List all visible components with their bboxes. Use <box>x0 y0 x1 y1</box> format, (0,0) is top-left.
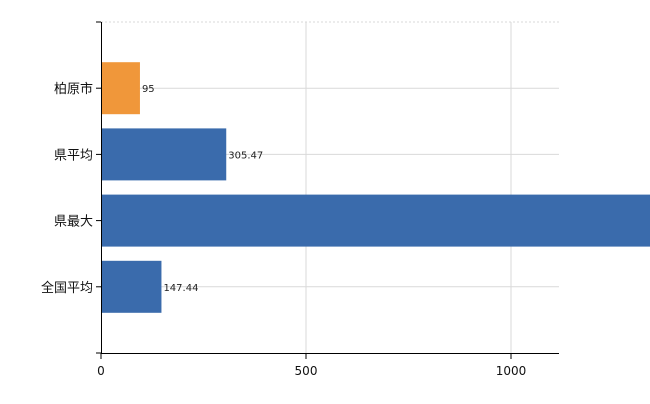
bar <box>101 194 650 247</box>
category-label: 全国平均 <box>41 280 93 296</box>
x-tick-label: 500 <box>295 364 318 378</box>
data-label: 147.44 <box>163 283 198 294</box>
data-label: 95 <box>142 84 155 95</box>
bar <box>101 62 140 115</box>
category-label: 県平均 <box>54 148 93 163</box>
bar <box>101 128 227 181</box>
axes <box>96 21 559 359</box>
bar <box>101 260 162 313</box>
x-tick-label: 1000 <box>496 364 527 378</box>
data-label: 305.47 <box>228 150 263 161</box>
bars <box>101 62 650 313</box>
labels: 95柏原市305.47県平均1,870県最大147.44全国平均05001000… <box>41 81 527 378</box>
x-tick-label: 0 <box>97 364 105 378</box>
category-label: 柏原市 <box>54 81 93 97</box>
grid-lines <box>101 21 559 353</box>
category-label: 県最大 <box>54 215 93 230</box>
